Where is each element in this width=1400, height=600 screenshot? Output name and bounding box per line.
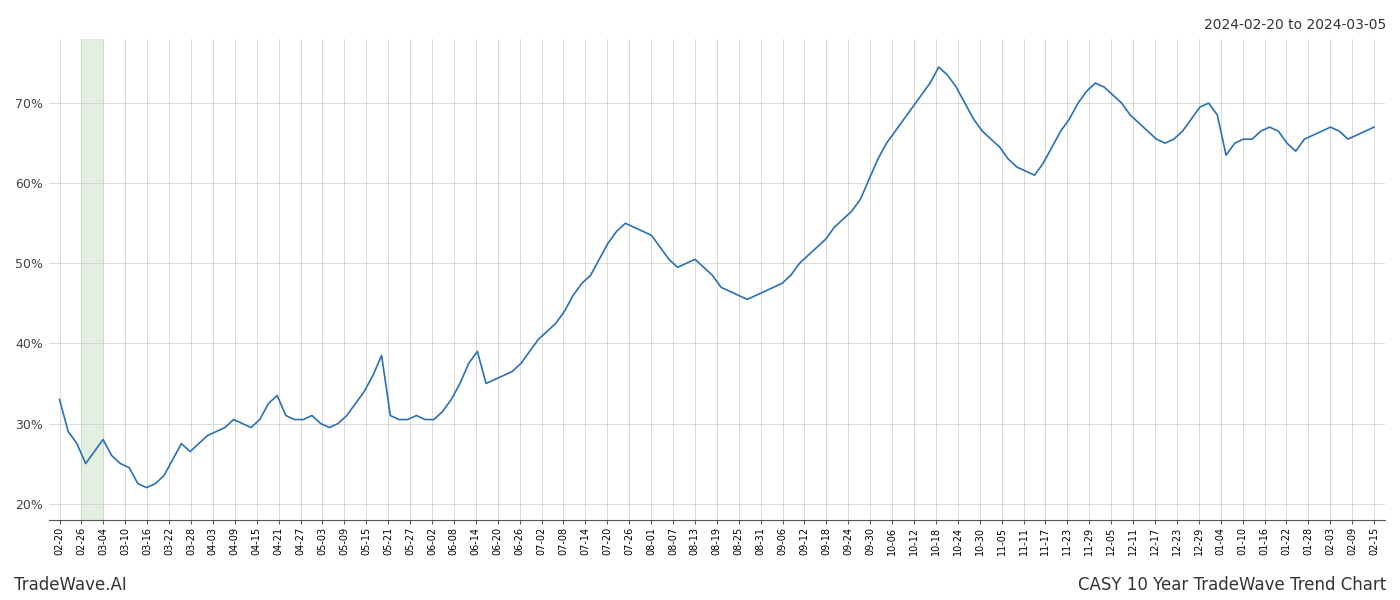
Text: TradeWave.AI: TradeWave.AI — [14, 576, 127, 594]
Text: CASY 10 Year TradeWave Trend Chart: CASY 10 Year TradeWave Trend Chart — [1078, 576, 1386, 594]
Text: 2024-02-20 to 2024-03-05: 2024-02-20 to 2024-03-05 — [1204, 18, 1386, 32]
Bar — [81, 39, 104, 520]
